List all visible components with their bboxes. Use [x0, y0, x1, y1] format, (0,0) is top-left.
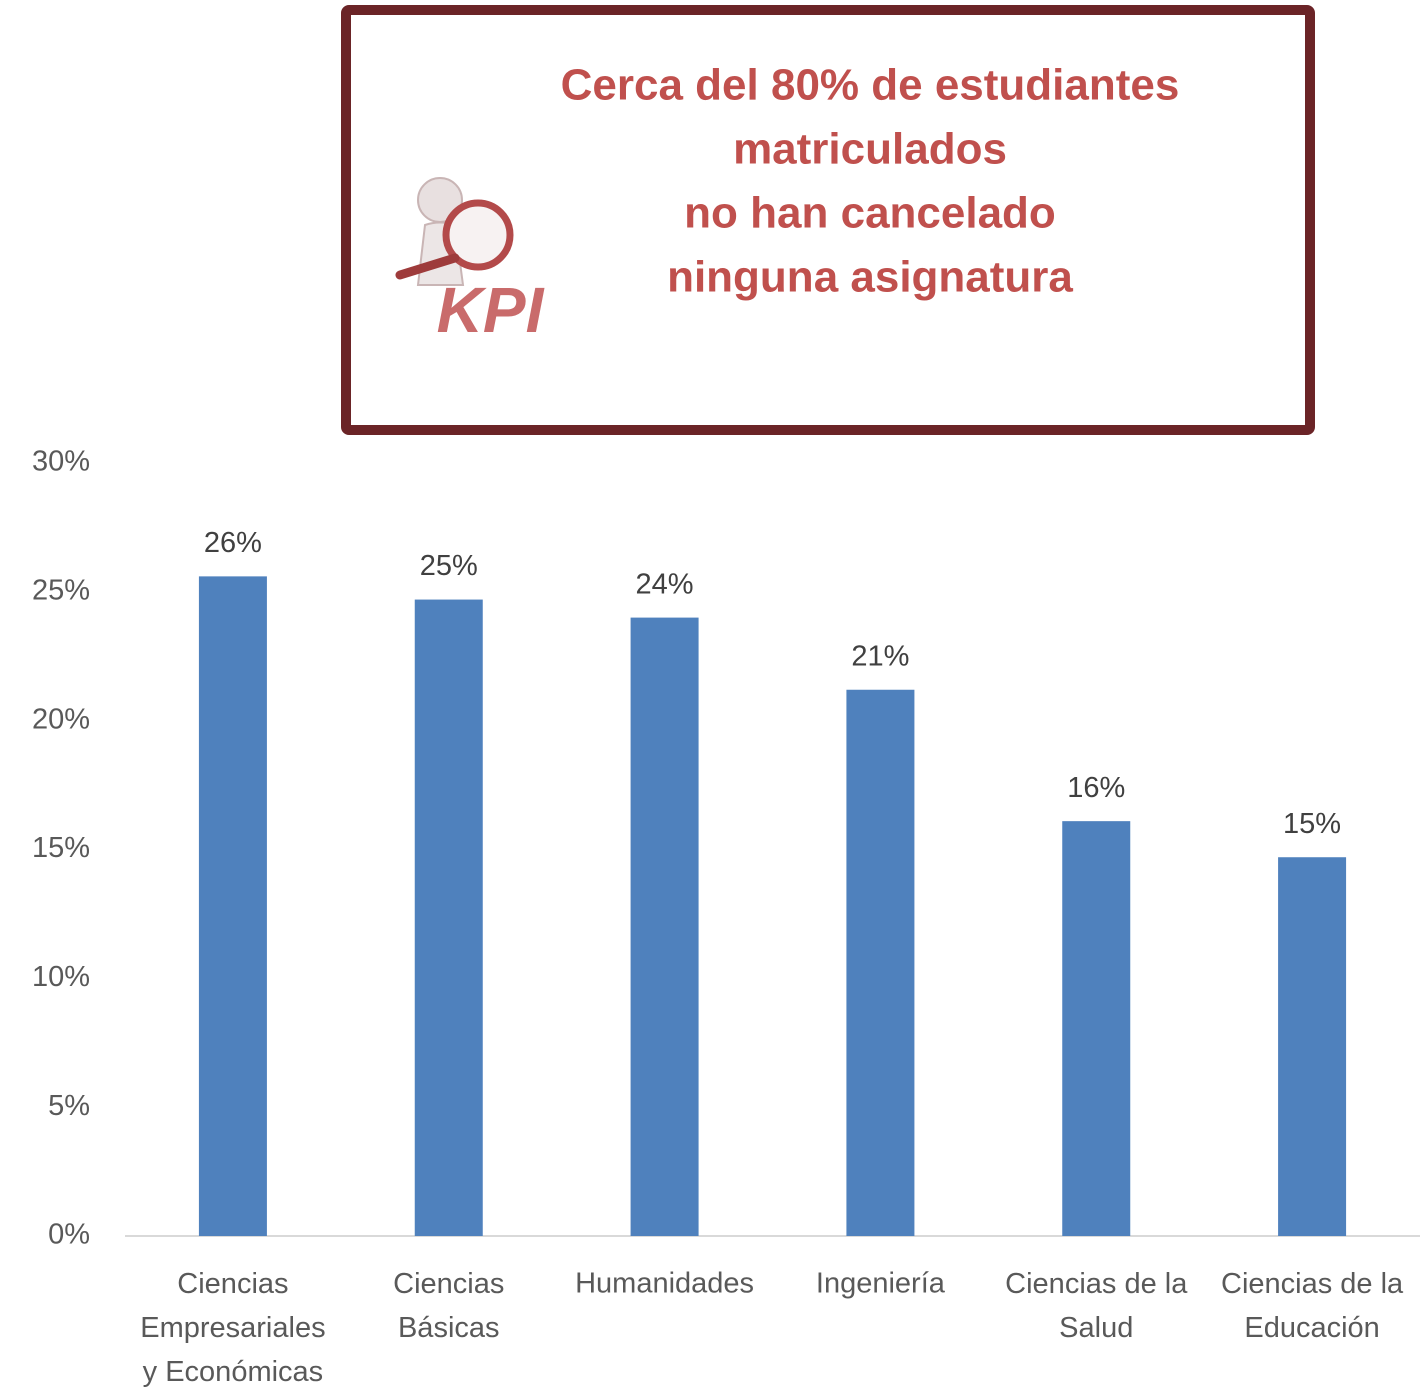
annotation-text: Cerca del 80% de estudiantes: [561, 61, 1180, 110]
annotation-text: ninguna asignatura: [667, 253, 1073, 302]
x-tick-label: Ciencias Empresariales y Económicas: [140, 1268, 325, 1388]
value-label: 25%: [420, 550, 478, 582]
annotation-box: [341, 5, 1315, 435]
x-tick-label: Ciencias Básicas: [393, 1268, 504, 1344]
x-tick-label: Ciencias de la Salud: [1005, 1268, 1188, 1344]
y-tick-label: 0%: [48, 1219, 90, 1251]
value-label: 24%: [636, 568, 694, 600]
bar: [630, 617, 699, 1236]
value-label: 21%: [851, 640, 909, 672]
value-label: 16%: [1067, 772, 1125, 804]
bar: [1062, 821, 1131, 1236]
bar: [846, 689, 915, 1236]
y-tick-label: 25%: [32, 574, 90, 606]
x-tick-label: Humanidades: [575, 1268, 754, 1300]
bar: [198, 576, 267, 1236]
y-tick-label: 5%: [48, 1090, 90, 1122]
y-tick-label: 15%: [32, 832, 90, 864]
bar: [1278, 857, 1347, 1236]
y-tick-label: 10%: [32, 961, 90, 993]
x-tick-label: Ingeniería: [816, 1268, 946, 1300]
annotation-text: matriculados: [733, 125, 1007, 174]
x-tick-label: Ciencias de la Educación: [1221, 1268, 1404, 1344]
value-label: 15%: [1283, 808, 1341, 840]
annotation-text: no han cancelado: [684, 189, 1056, 238]
y-tick-label: 30%: [32, 446, 90, 478]
kpi-icon: KPI: [395, 177, 545, 346]
icon-label: KPI: [437, 274, 545, 346]
y-tick-label: 20%: [32, 703, 90, 735]
bar: [414, 599, 483, 1236]
value-label: 26%: [204, 527, 262, 559]
